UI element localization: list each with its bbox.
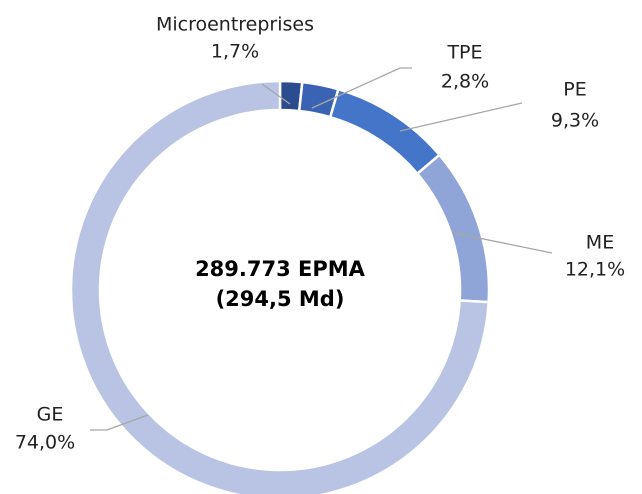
center-label: 289.773 EPMA [195,257,366,281]
leader-line [311,67,412,109]
leader-line [399,102,523,132]
leader-line [453,232,553,254]
pie-slice [415,153,491,304]
slice-value-label: 9,3% [551,110,599,132]
slice-value-label: 12,1% [565,259,625,281]
pie-slice [69,79,490,494]
slice-label: GE [37,404,64,426]
slice-value-label: 2,8% [441,71,489,93]
slice-value-label: 1,7% [211,41,259,63]
center-sublabel: (294,5 Md) [216,287,345,311]
slice-label: Microentreprises [156,14,314,36]
leader-line [261,83,291,105]
slice-label: PE [563,79,586,101]
slice-label: TPE [446,42,482,64]
slice-value-label: 74,0% [15,432,75,454]
leader-line [90,414,149,431]
slice-label: ME [586,232,614,254]
pie-slice [328,87,442,176]
